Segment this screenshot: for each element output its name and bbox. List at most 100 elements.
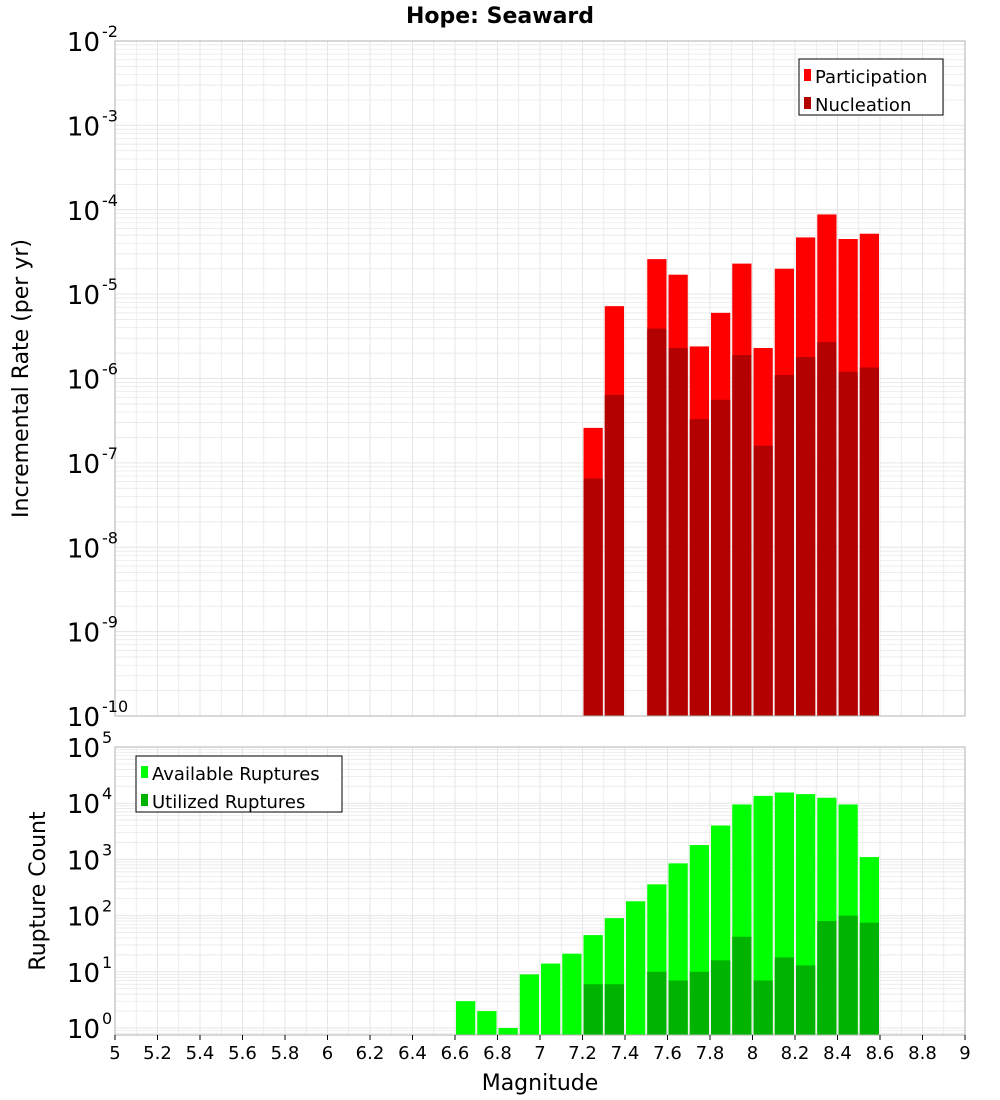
x-tick-label: 8.8: [908, 1043, 937, 1064]
y-tick-exponent: -2: [102, 22, 118, 41]
x-tick-label: 6: [322, 1043, 333, 1064]
y-tick-base: 10: [67, 281, 100, 311]
y-tick-label: 10 1: [67, 953, 112, 989]
x-axis-label: Magnitude: [482, 1071, 599, 1096]
legend-box: [798, 58, 944, 116]
y-tick-exponent: 1: [102, 953, 112, 972]
y-tick-exponent: -9: [102, 613, 118, 632]
legend-swatch: [804, 69, 811, 81]
x-tick-label: 5.6: [228, 1043, 257, 1064]
utilized-ruptures-bar: [817, 921, 837, 1035]
legend-label: Utilized Ruptures: [152, 792, 305, 813]
y-tick-label: 10 -9: [67, 613, 118, 649]
rate-plot-frame: [114, 40, 966, 717]
utilized-ruptures-bar: [838, 915, 858, 1035]
legend-label: Participation: [815, 67, 927, 88]
utilized-ruptures-bar: [753, 980, 773, 1035]
available-ruptures-bar: [456, 1001, 476, 1035]
chart-title: Hope: Seaward: [406, 4, 594, 29]
x-tick-label: 7.6: [653, 1043, 682, 1064]
y-tick-label: 10 3: [67, 840, 112, 876]
y-tick-label: 10 -6: [67, 360, 118, 396]
y-tick-base: 10: [67, 734, 100, 764]
legend-label: Nucleation: [815, 95, 911, 116]
y-tick-exponent: -7: [102, 444, 118, 463]
y-tick-label: 10 -7: [67, 444, 118, 480]
y-tick-base: 10: [67, 112, 100, 142]
y-tick-label: 10 -3: [67, 106, 118, 142]
legend-swatch: [141, 794, 148, 806]
available-ruptures-bar: [541, 963, 561, 1035]
x-tick-label: 5.2: [143, 1043, 172, 1064]
utilized-ruptures-bar: [583, 984, 603, 1035]
count-bars: [456, 792, 879, 1035]
available-ruptures-bar: [626, 901, 646, 1035]
y-tick-exponent: 5: [102, 728, 112, 747]
available-ruptures-bar: [498, 1027, 518, 1035]
x-tick-label: 6.8: [483, 1043, 512, 1064]
y-tick-base: 10: [67, 28, 100, 58]
legend-label: Available Ruptures: [152, 764, 320, 785]
y-tick-exponent: -8: [102, 528, 118, 547]
nucleation-bar: [689, 419, 709, 716]
nucleation-bar: [711, 399, 731, 716]
y-tick-base: 10: [67, 703, 100, 733]
rate-legend: Participation Nucleation: [798, 58, 944, 116]
x-tick-label: 6.6: [441, 1043, 470, 1064]
available-ruptures-bar: [519, 974, 539, 1035]
y-tick-exponent: -3: [102, 106, 118, 125]
y-tick-label: 10 -2: [67, 22, 118, 58]
legend-swatch: [804, 97, 811, 109]
nucleation-bar: [668, 347, 688, 716]
x-tick-label: 8: [747, 1043, 758, 1064]
legend-swatch: [141, 766, 148, 778]
nucleation-bar: [774, 375, 794, 716]
y-tick-exponent: -5: [102, 275, 118, 294]
x-tick-label: 5: [109, 1043, 120, 1064]
utilized-ruptures-bar: [732, 936, 752, 1035]
y-tick-base: 10: [67, 846, 100, 876]
utilized-ruptures-bar: [774, 957, 794, 1035]
y-tick-base: 10: [67, 1015, 100, 1045]
utilized-ruptures-bar: [689, 971, 709, 1035]
utilized-ruptures-bar: [604, 984, 624, 1035]
x-tick-label: 6.4: [398, 1043, 427, 1064]
x-tick-label: 9: [959, 1043, 970, 1064]
available-ruptures-bar: [753, 795, 773, 1035]
y-tick-exponent: -4: [102, 191, 118, 210]
y-tick-exponent: 0: [102, 1009, 112, 1028]
y-tick-base: 10: [67, 197, 100, 227]
y-tick-exponent: 2: [102, 897, 112, 916]
rate-y-axis-label: Incremental Rate (per yr): [9, 239, 34, 518]
x-tick-label: 7.8: [696, 1043, 725, 1064]
x-tick-label: 5.8: [271, 1043, 300, 1064]
x-tick-label: 7: [534, 1043, 545, 1064]
y-tick-label: 10 -4: [67, 191, 118, 227]
x-tick-label: 5.4: [186, 1043, 215, 1064]
y-tick-exponent: -6: [102, 360, 118, 379]
x-tick-label: 7.4: [611, 1043, 640, 1064]
rate-grid: [114, 40, 966, 717]
x-tick-label: 7.2: [568, 1043, 597, 1064]
utilized-ruptures-bar: [711, 960, 731, 1035]
nucleation-bar: [604, 394, 624, 716]
y-tick-label: 10 5: [67, 728, 112, 764]
rate-bars: [583, 214, 879, 717]
y-tick-base: 10: [67, 619, 100, 649]
available-ruptures-bar: [562, 953, 582, 1035]
y-tick-exponent: 4: [102, 784, 112, 803]
nucleation-bar: [647, 328, 667, 716]
y-tick-label: 10 2: [67, 897, 112, 933]
nucleation-bar: [753, 445, 773, 716]
x-tick-label: 8.6: [866, 1043, 895, 1064]
utilized-ruptures-bar: [796, 965, 816, 1035]
y-tick-base: 10: [67, 534, 100, 564]
nucleation-bar: [796, 356, 816, 716]
magnitude-x-ticks: 5 5.2 5.4 5.6 5.8 6 6.2 6.4 6.6 6.8 7 7.2 7.4 7.6 7.8 8…: [109, 1035, 971, 1064]
utilized-ruptures-bar: [859, 922, 879, 1035]
count-legend: Available Ruptures Utilized Ruptures: [135, 755, 343, 813]
